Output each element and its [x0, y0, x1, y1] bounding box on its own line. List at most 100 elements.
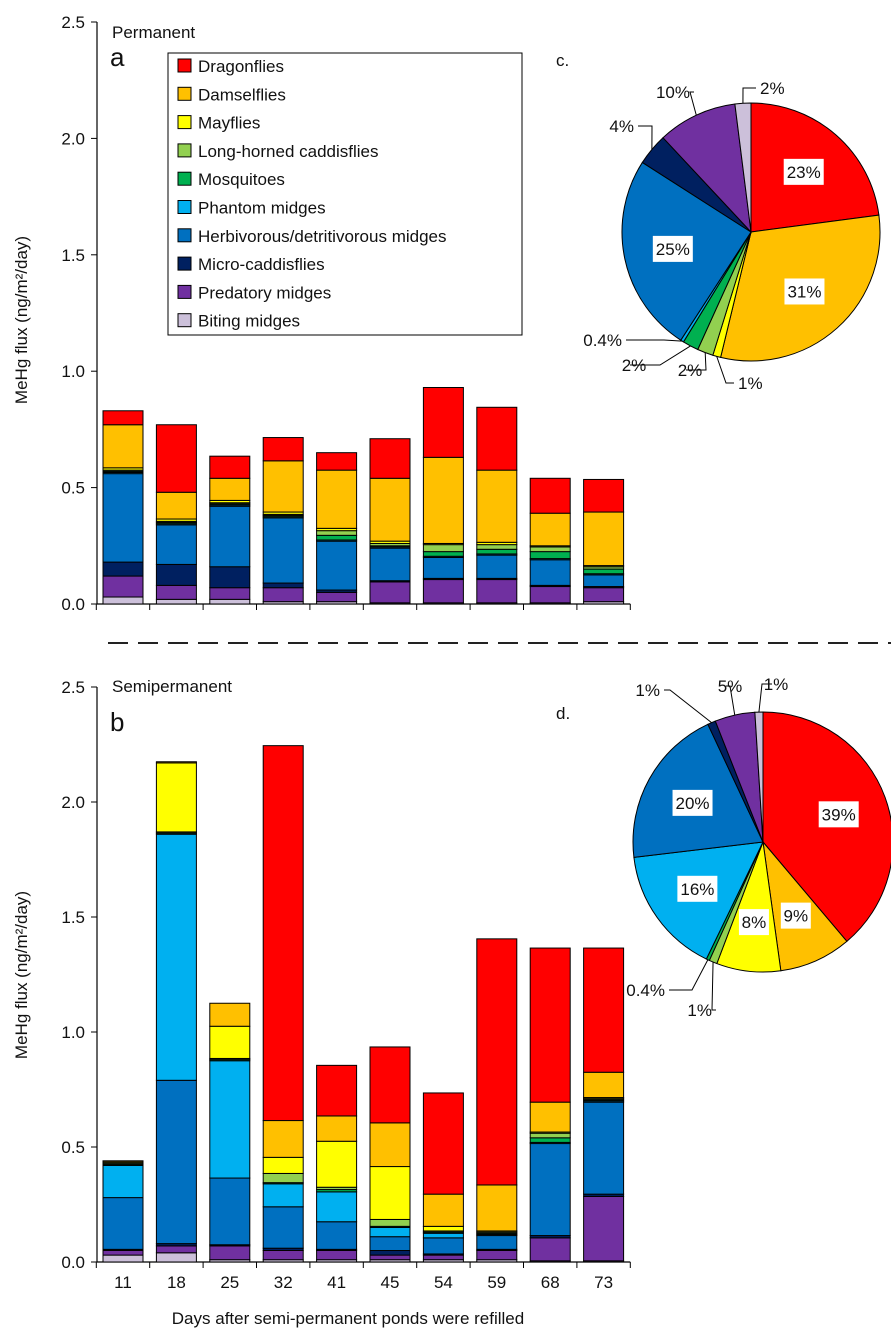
pie-label: 10%: [656, 83, 690, 102]
pie-d-labels: 39% 9% 8% 1% 0.4% 16% 20% 1% 5% 1%: [626, 675, 859, 1020]
bar-segment-phantom-midges: [262, 1183, 304, 1208]
bar-segment-dragonflies: [476, 938, 518, 1186]
bar-segment-predatory-midges: [102, 575, 144, 598]
bar-segment-micro-caddisflies: [102, 561, 144, 577]
bar-segment-herbivorous-detritivorous-midges: [476, 554, 518, 579]
bar-stack-54: [422, 386, 464, 605]
bar-segment-phantom-midges: [209, 1060, 251, 1179]
bar-segment-herbivorous-detritivorous-midges: [102, 1197, 144, 1250]
legend-swatch: [177, 228, 192, 243]
bar-segment-herbivorous-detritivorous-midges: [529, 1143, 571, 1237]
legend-item-damselflies: Damselflies: [177, 85, 286, 104]
pie-label-box: [783, 158, 824, 185]
bar-segment-mosquitoes: [529, 1137, 571, 1143]
bar-stack-18: [155, 761, 197, 1263]
x-tick-label: 73: [594, 1273, 613, 1292]
bar-segment-long-horned-caddisflies: [422, 544, 464, 553]
bar-segment-long-horned-caddisflies: [369, 1218, 411, 1227]
pie-d: d. 39% 9% 8% 1% 0.4% 16% 20% 1% 5% 1%: [556, 675, 891, 1020]
pie-label: 25%: [656, 240, 690, 259]
bar-segment-damselflies: [369, 477, 411, 542]
bar-segment-herbivorous-detritivorous-midges: [155, 1079, 197, 1245]
bar-segment-herbivorous-detritivorous-midges: [102, 473, 144, 563]
bar-segment-mayflies: [262, 1156, 304, 1174]
legend-label: Dragonflies: [198, 57, 284, 76]
pie-label-box: [677, 875, 718, 902]
legend-swatch: [177, 143, 192, 158]
bar-segment-predatory-midges: [476, 1250, 518, 1261]
bar-segment-dragonflies: [209, 455, 251, 479]
legend-item-dragonflies: Dragonflies: [177, 57, 284, 76]
panel-a-bars: [102, 386, 625, 605]
bar-stack-32: [262, 437, 304, 605]
pie-label-box: [738, 909, 769, 936]
bar-segment-dragonflies: [155, 424, 197, 493]
pie-label: 1%: [738, 374, 763, 393]
bar-segment-mosquitoes: [316, 534, 358, 541]
y-tick-label: 2.5: [61, 678, 85, 697]
bar-segment-dragonflies: [422, 386, 464, 458]
pie-label: 39%: [822, 805, 856, 824]
bar-stack-73: [583, 947, 625, 1263]
pie-leader-line: [664, 689, 712, 724]
x-tick-label: 41: [327, 1273, 346, 1292]
bar-segment-damselflies: [529, 512, 571, 547]
bar-stack-18: [155, 424, 197, 605]
bar-stack-68: [529, 477, 571, 605]
bar-segment-herbivorous-detritivorous-midges: [422, 556, 464, 579]
bar-segment-phantom-midges: [369, 1227, 411, 1238]
legend-label: Biting midges: [198, 312, 300, 331]
legend-items: Dragonflies Damselflies Mayflies Long-horne…: [177, 57, 447, 331]
x-tick-label: 68: [541, 1273, 560, 1292]
bar-segment-damselflies: [583, 1071, 625, 1099]
bar-segment-dragonflies: [102, 410, 144, 426]
legend-swatch: [177, 58, 192, 73]
legend-item-long-horned-caddisflies: Long-horned caddisflies: [177, 142, 379, 161]
bar-segment-damselflies: [422, 456, 464, 544]
legend-item-biting-midges: Biting midges: [177, 312, 300, 331]
bar-segment-damselflies: [316, 1115, 358, 1142]
x-tick-label: 18: [167, 1273, 186, 1292]
x-tick-label: 59: [487, 1273, 506, 1292]
pie-c-letter: c.: [556, 51, 569, 70]
pie-label-box: [784, 278, 825, 305]
bar-segment-damselflies: [209, 1002, 251, 1027]
bar-segment-predatory-midges: [583, 1195, 625, 1262]
bar-segment-predatory-midges: [209, 1245, 251, 1261]
pie-label: 31%: [787, 282, 821, 301]
bar-segment-herbivorous-detritivorous-midges: [369, 1236, 411, 1251]
bar-segment-biting-midges: [155, 1252, 197, 1263]
pie-label: 2%: [760, 79, 785, 98]
bar-stack-73: [583, 478, 625, 605]
panel-a-title: Permanent: [112, 23, 195, 42]
bar-segment-predatory-midges: [369, 1254, 411, 1261]
x-tick-label: 25: [220, 1273, 239, 1292]
pie-c-slices: [621, 102, 881, 362]
bar-segment-damselflies: [583, 511, 625, 567]
bar-segment-mayflies: [369, 1166, 411, 1220]
y-tick-label: 0.0: [61, 595, 85, 614]
pie-label-box: [672, 789, 713, 816]
bar-segment-dragonflies: [316, 1064, 358, 1117]
bar-segment-mayflies: [422, 1225, 464, 1232]
bar-stack-59: [476, 938, 518, 1263]
pie-leader-line: [726, 685, 736, 716]
bar-segment-dragonflies: [529, 477, 571, 514]
legend-label: Damselflies: [198, 85, 286, 104]
x-tick-label: 11: [114, 1273, 132, 1292]
legend-swatch: [177, 171, 192, 186]
bar-segment-dragonflies: [583, 478, 625, 513]
bar-stack-25: [209, 1002, 251, 1263]
bar-segment-biting-midges: [102, 1254, 144, 1263]
bar-segment-herbivorous-detritivorous-midges: [209, 1177, 251, 1246]
bar-segment-herbivorous-detritivorous-midges: [422, 1237, 464, 1255]
bar-segment-damselflies: [155, 761, 197, 764]
bar-stack-11: [102, 410, 144, 605]
bar-stack-54: [422, 1092, 464, 1263]
bar-segment-herbivorous-detritivorous-midges: [316, 1221, 358, 1250]
bar-segment-dragonflies: [262, 437, 304, 462]
pie-label: 8%: [742, 913, 767, 932]
bar-segment-predatory-midges: [102, 1250, 144, 1256]
pie-leader-line: [638, 125, 653, 150]
